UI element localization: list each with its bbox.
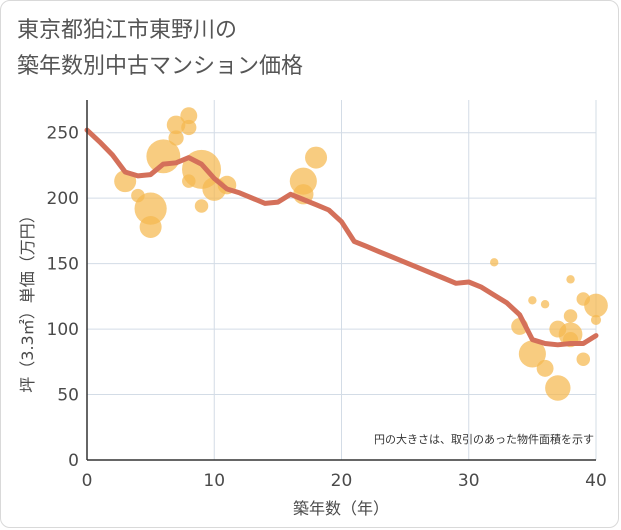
y-tick-label: 250 xyxy=(47,124,79,144)
bubble xyxy=(490,258,499,267)
bubble xyxy=(528,296,537,305)
bubble xyxy=(518,340,546,368)
bubble xyxy=(590,314,602,325)
bubble xyxy=(168,130,184,146)
bubble xyxy=(540,300,550,309)
bubble xyxy=(576,352,591,366)
bubble xyxy=(563,309,578,323)
y-axis-label: 坪（3.3㎡）単価（万円） xyxy=(18,207,37,392)
y-tick-label: 200 xyxy=(47,189,79,209)
bubble xyxy=(566,275,575,284)
bubble xyxy=(584,293,608,318)
x-tick-label: 10 xyxy=(203,471,225,491)
bubble xyxy=(545,375,571,401)
x-tick-label: 40 xyxy=(585,471,607,491)
y-tick-label: 100 xyxy=(47,320,79,340)
x-tick-label: 0 xyxy=(82,471,93,491)
bubble xyxy=(166,115,186,135)
grid xyxy=(87,100,597,460)
axes xyxy=(86,100,596,461)
x-tick-label: 20 xyxy=(331,471,353,491)
x-axis-label: 築年数（年） xyxy=(293,499,389,518)
y-tick-label: 150 xyxy=(47,255,79,275)
bubble xyxy=(134,192,167,225)
bubble xyxy=(536,359,554,377)
bubble xyxy=(194,199,209,213)
bubble xyxy=(305,146,328,169)
chart-title-line-2: 築年数別中古マンション価格 xyxy=(17,54,304,79)
bubbles xyxy=(114,107,608,401)
trend-line xyxy=(84,127,599,348)
bubble xyxy=(181,119,197,136)
bubble xyxy=(180,107,198,125)
chart-title-line-1: 東京都狛江市東野川の xyxy=(17,18,238,43)
y-tick-label: 50 xyxy=(57,386,79,406)
y-tick-label: 0 xyxy=(68,451,79,471)
tick-labels: 0 50 100 150 200 250 0 10 20 30 40 xyxy=(47,124,607,491)
chart-title: 東京都狛江市東野川の 築年数別中古マンション価格 xyxy=(17,13,303,85)
x-tick-label: 30 xyxy=(458,471,480,491)
bubble-size-note: 円の大きさは、取引のあった物件面積を示す xyxy=(374,432,594,446)
bubble xyxy=(139,215,162,238)
